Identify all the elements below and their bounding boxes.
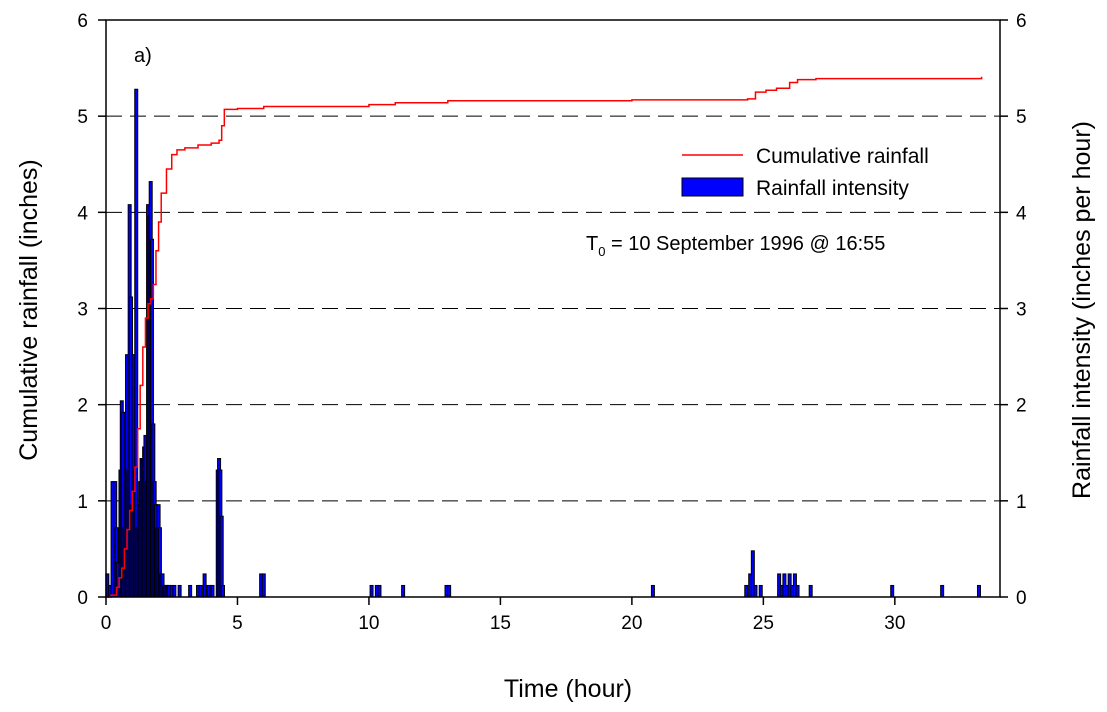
right-y-tick-label: 6 (1016, 11, 1027, 32)
left-y-tick-label: 2 (77, 396, 88, 417)
x-tick-label: 30 (884, 613, 905, 634)
left-y-tick-label: 6 (77, 11, 88, 32)
right-axis-title: Rainfall intensity (inches per hour) (1068, 121, 1096, 499)
panel-label: a) (134, 45, 152, 67)
left-y-tick-label: 0 (77, 588, 88, 609)
left-y-tick-label: 3 (77, 300, 88, 321)
left-axis-ticks: 0 1 2 3 4 5 6 (77, 11, 106, 609)
right-y-tick-label: 5 (1016, 107, 1027, 128)
cumulative-rainfall-line (106, 76, 983, 598)
intensity-bar (221, 584, 226, 598)
intensity-bar (447, 584, 452, 598)
intensity-bar (753, 584, 758, 598)
intensity-bar (202, 573, 207, 598)
annotation-base: T (586, 233, 598, 255)
time-origin-annotation: T0 = 10 September 1996 @ 16:55 (586, 233, 885, 259)
legend-label-intensity: Rainfall intensity (756, 177, 909, 200)
left-axis-title: Cumulative rainfall (inches) (15, 159, 43, 461)
left-y-tick-label: 4 (77, 203, 88, 224)
cumulative-line-group (106, 76, 983, 598)
intensity-bar (219, 515, 224, 598)
x-tick-label: 15 (490, 613, 511, 634)
right-y-tick-label: 1 (1016, 492, 1027, 513)
intensity-bar (369, 584, 374, 598)
x-tick-label: 10 (358, 613, 379, 634)
annotation-subscript: 0 (598, 244, 605, 259)
x-tick-label: 25 (753, 613, 774, 634)
x-axis-ticks: 0 5 10 15 20 25 30 (101, 597, 905, 634)
intensity-bar (377, 584, 382, 598)
intensity-bar (177, 584, 182, 598)
intensity-bar (795, 584, 800, 598)
left-y-tick-label: 1 (77, 492, 88, 513)
right-y-tick-label: 0 (1016, 588, 1027, 609)
intensity-bar (940, 584, 945, 598)
x-tick-label: 5 (232, 613, 243, 634)
intensity-bar (401, 584, 406, 598)
intensity-bar (198, 584, 203, 598)
right-y-tick-label: 2 (1016, 396, 1027, 417)
intensity-bar (808, 584, 813, 598)
intensity-bar (744, 584, 749, 598)
intensity-bar (758, 584, 763, 598)
intensity-bar (650, 584, 655, 598)
intensity-bar (890, 584, 895, 598)
right-y-tick-label: 3 (1016, 300, 1027, 321)
intensity-bar (261, 573, 266, 598)
left-y-tick-label: 5 (77, 107, 88, 128)
x-tick-label: 20 (621, 613, 642, 634)
right-axis-ticks: 0 1 2 3 4 5 6 (1000, 11, 1027, 609)
legend-bar-swatch (681, 177, 744, 197)
x-tick-label: 0 (101, 613, 112, 634)
legend: Cumulative rainfall Rainfall intensity (681, 145, 929, 200)
intensity-bar (172, 584, 177, 598)
x-axis-title: Time (hour) (504, 675, 632, 703)
intensity-bar (188, 584, 193, 598)
intensity-bar (210, 584, 215, 598)
right-y-tick-label: 4 (1016, 203, 1027, 224)
intensity-bar (976, 584, 981, 598)
grid-lines (106, 115, 1000, 502)
annotation-rest: = 10 September 1996 @ 16:55 (605, 233, 885, 255)
legend-label-cumulative: Cumulative rainfall (756, 145, 929, 168)
